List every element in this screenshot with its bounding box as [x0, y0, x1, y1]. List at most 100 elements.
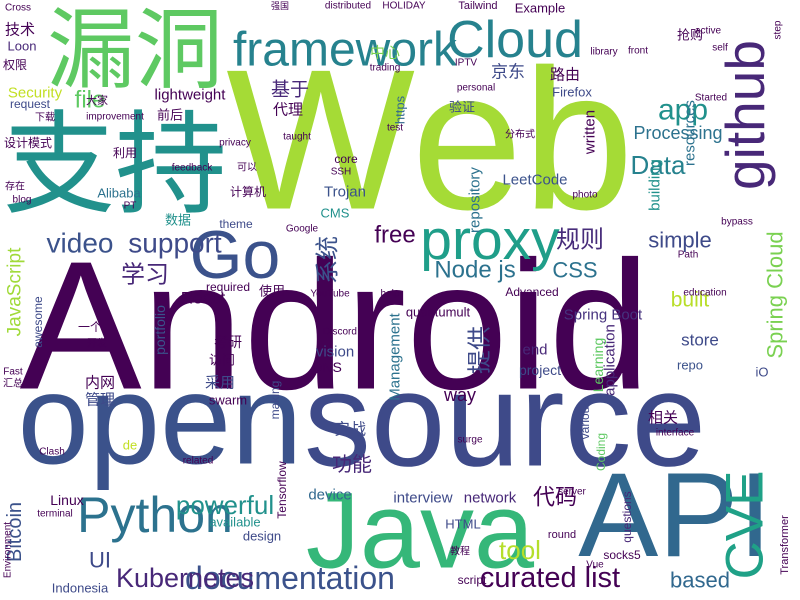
word: 下载 [35, 112, 55, 124]
word: Started [695, 93, 727, 104]
word: 代理 [273, 102, 303, 119]
word: 提供 [467, 326, 494, 374]
word: Coding [594, 433, 608, 471]
word: improvement [86, 112, 144, 123]
word: Android [20, 223, 651, 428]
word: Processing [633, 123, 722, 143]
word: simple [648, 228, 712, 253]
word: 利用 [113, 146, 137, 160]
word: 相关 [648, 410, 678, 427]
word: required [206, 280, 250, 294]
word: 验证 [449, 100, 475, 115]
word: iO [756, 365, 769, 380]
word: Loon [8, 39, 37, 54]
word: 前后 [157, 108, 183, 123]
word: taught [283, 132, 311, 143]
word: Data [631, 150, 686, 180]
word: 分布式 [505, 128, 535, 141]
word: portfolio [152, 305, 168, 355]
word: way [443, 385, 476, 405]
word: Fast [3, 367, 23, 378]
word: help [381, 289, 400, 300]
word: 学习 [121, 262, 169, 289]
word: open [18, 349, 303, 492]
word: Path [678, 250, 699, 261]
word: framework [233, 24, 458, 77]
word: script [458, 573, 487, 587]
word: 漏洞 [47, 1, 223, 100]
word: network [464, 490, 517, 507]
word: 基于 [271, 79, 309, 101]
word: Alibaba [97, 186, 141, 201]
word: terminal [37, 509, 73, 520]
word: 实战 [334, 421, 366, 439]
word: Node js [434, 257, 515, 284]
word: curated list [480, 562, 620, 594]
word: Cross [5, 3, 31, 14]
word: Web [226, 29, 634, 252]
word: powerful [176, 490, 274, 520]
word: YouTube [310, 289, 350, 300]
word: resources [682, 100, 699, 166]
word: written [582, 110, 599, 155]
word: tool [499, 535, 541, 565]
word: 功能 [332, 453, 372, 476]
word: 大家 [86, 93, 108, 107]
word: HOLIDAY [382, 1, 425, 12]
word: support [128, 228, 222, 259]
word: Discord [323, 327, 357, 338]
word: surge [457, 435, 482, 446]
word: Vue [586, 560, 604, 571]
word: feedback [172, 163, 214, 174]
word: 教程 [450, 545, 470, 558]
word: 开发 [87, 337, 107, 350]
word: 京东 [491, 63, 525, 82]
word: free [374, 222, 415, 249]
word: self [712, 43, 728, 54]
word: 一个 [78, 320, 102, 334]
word: Environment [3, 522, 14, 578]
word: 强国 [271, 1, 289, 11]
word: device [308, 487, 351, 504]
word: IPTV [455, 58, 478, 69]
word: lightweight [155, 87, 227, 104]
word: repo [677, 358, 703, 373]
word: front [628, 46, 648, 57]
word: Tailwind [458, 0, 497, 12]
word: HTML [445, 517, 480, 532]
word: Java [306, 470, 535, 591]
word: 数据 [165, 213, 191, 228]
word: 存在 [5, 180, 25, 193]
word: 支持 [3, 103, 227, 228]
word: project [519, 362, 561, 378]
word: proxy [420, 208, 560, 272]
word: personal [457, 83, 495, 94]
word: Firefox [552, 85, 592, 100]
word: Trojan [324, 184, 366, 201]
word: 考研 [214, 334, 242, 350]
word: education [683, 288, 726, 299]
word: quantumult [406, 305, 471, 320]
word: Kubernetes [116, 563, 254, 593]
word: questions [620, 491, 634, 542]
word: 访问 [209, 353, 235, 368]
word: CVE [716, 471, 775, 580]
word: CSS [552, 258, 597, 283]
word: interview [393, 490, 452, 507]
word: 可以 [237, 163, 257, 174]
word: Example [515, 1, 566, 16]
word: CMS [321, 206, 350, 221]
word: 计算机 [230, 184, 266, 199]
word: application [602, 324, 619, 396]
word: Indonesia [52, 581, 109, 596]
word: blog [13, 195, 32, 206]
word: 权限 [3, 58, 27, 72]
word: file [75, 87, 106, 114]
word: API [578, 448, 771, 582]
word: Tensorflow [275, 461, 289, 519]
word: github [714, 40, 776, 190]
word: store [681, 331, 719, 350]
word: Transformer [779, 515, 791, 575]
word: distributed [325, 1, 371, 12]
